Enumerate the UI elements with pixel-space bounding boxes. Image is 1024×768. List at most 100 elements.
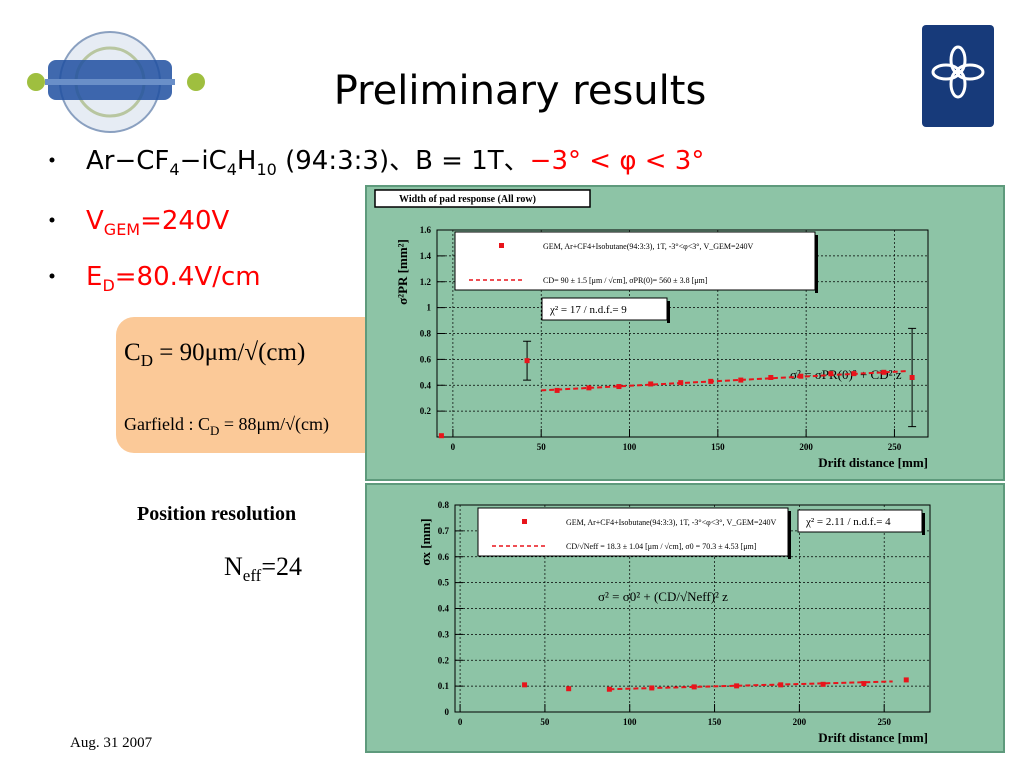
x-tick-label: 250 (888, 442, 902, 452)
legend-marker (522, 519, 527, 524)
bullet: VGEM=240V (86, 206, 230, 239)
y-tick-label: 0.5 (438, 578, 450, 588)
subscript: GEM (104, 220, 140, 239)
data-point (566, 686, 572, 692)
y-tick-label: 0.2 (420, 406, 432, 416)
y-tick-label: 1.2 (420, 277, 432, 287)
bullet: Ar−CF4−iC4H10 (94:3:3)、B = 1T、−3° < φ < … (86, 146, 704, 179)
y-tick-label: 0.6 (438, 552, 450, 562)
x-tick-label: 200 (793, 717, 807, 727)
data-point (903, 677, 909, 683)
legend-marker (499, 243, 504, 248)
y-tick-label: 0.4 (438, 604, 450, 614)
bullet-dot (49, 157, 55, 163)
y-tick-label: 0.6 (420, 354, 432, 364)
y-tick-label: 0 (445, 707, 450, 717)
text: H (237, 146, 257, 176)
data-point (586, 385, 592, 391)
text: Garfield : C (124, 414, 210, 434)
chi-label: χ² = 17 / n.d.f.= 9 (549, 304, 627, 316)
y-axis-label: σ²PR [mm²] (395, 239, 410, 305)
y-tick-label: 0.1 (438, 681, 450, 691)
data-point (738, 377, 744, 383)
text: Ar−CF (86, 146, 169, 176)
chart: 0.2 0.4 0.6 0.8 1 1.2 1.4 1.6 0 50 100 150 200 250 Wid… (365, 185, 1005, 481)
chart-title: Width of pad response (All row) (399, 194, 536, 205)
chi-shadow (922, 513, 925, 535)
x-tick-label: 50 (537, 442, 547, 452)
y-tick-label: 0.2 (438, 655, 450, 665)
data-point (554, 387, 560, 393)
text: N (224, 552, 243, 581)
legend-label: CD/√Neff = 18.3 ± 1.04 [μm / √cm], σ0 = … (566, 542, 757, 551)
bullet-dot (49, 273, 55, 279)
bullet-dot (49, 217, 55, 223)
subscript: 10 (256, 160, 276, 179)
text: =80.4V/cm (115, 262, 261, 292)
box-line: CD = 90μm/√(cm) (124, 339, 305, 370)
y-tick-label: 0.8 (438, 500, 450, 510)
y-tick-label: 0.3 (438, 629, 450, 639)
data-point (438, 433, 444, 439)
subscript: D (210, 423, 219, 438)
subscript: 4 (169, 160, 179, 179)
chi-shadow (667, 301, 670, 323)
text: (94:3:3)、B = 1T、 (277, 146, 530, 176)
title-box (374, 189, 591, 208)
legend-label: GEM, Ar+CF4+Isobutane(94:3:3), 1T, -3°<φ… (543, 242, 754, 251)
data-point (522, 682, 528, 688)
data-point (524, 358, 530, 364)
formula: σ² = σ0² + (CD/√Neff)² z (598, 589, 728, 604)
legend-box (477, 507, 789, 557)
fit-line (609, 680, 893, 691)
text: = 90μm/√(cm) (153, 339, 305, 366)
legend-shadow (788, 511, 791, 559)
x-tick-label: 150 (708, 717, 722, 727)
data-point (768, 374, 774, 380)
data-point (616, 384, 622, 390)
box-background (116, 317, 422, 453)
footer-date: Aug. 31 2007 (70, 735, 153, 751)
text: E (86, 262, 102, 292)
data-point (648, 381, 654, 387)
fit-line (541, 370, 909, 392)
legend-shadow (815, 235, 818, 293)
y-tick-label: 0.8 (420, 329, 432, 339)
x-tick-label: 100 (623, 717, 637, 727)
slide-title: Preliminary results (334, 68, 707, 114)
data-point (909, 374, 915, 380)
univ-logo (922, 25, 994, 127)
y-axis-label: σx [mm] (418, 518, 433, 565)
text: −3° < φ < 3° (530, 146, 705, 176)
y-tick-label: 1 (427, 303, 432, 313)
bullet: ED=80.4V/cm (86, 262, 261, 295)
data-point (820, 681, 826, 687)
neff-label: Neff=24 (224, 552, 302, 585)
legend-label: CD= 90 ± 1.5 [μm / √cm], σPR(0)= 560 ± 3… (543, 276, 708, 285)
lctpc-logo (27, 31, 205, 133)
x-tick-label: 50 (540, 717, 550, 727)
y-tick-label: 0.4 (420, 380, 432, 390)
x-tick-label: 0 (451, 442, 456, 452)
x-tick-label: 100 (623, 442, 637, 452)
x-axis-label: Drift distance [mm] (818, 730, 928, 745)
text: V (86, 206, 104, 236)
text: =24 (261, 552, 302, 581)
chi-label: χ² = 2.11 / n.d.f.= 4 (805, 516, 891, 528)
x-tick-label: 250 (877, 717, 891, 727)
legend-label: GEM, Ar+CF4+Isobutane(94:3:3), 1T, -3°<φ… (566, 518, 777, 527)
y-tick-label: 1.6 (420, 225, 432, 235)
subscript: D (141, 351, 153, 370)
subscript: eff (243, 566, 262, 585)
text: =240V (140, 206, 229, 236)
x-tick-label: 150 (711, 442, 725, 452)
data-point (881, 369, 887, 375)
callout-box: CD = 90μm/√(cm) Garfield : CD = 88μm/√(c… (116, 317, 422, 453)
y-tick-label: 1.4 (420, 251, 432, 261)
text: = 88μm/√(cm) (219, 414, 329, 435)
box-line: Garfield : CD = 88μm/√(cm) (124, 414, 329, 438)
x-axis-label: Drift distance [mm] (818, 455, 928, 470)
bullet-list: Ar−CF4−iC4H10 (94:3:3)、B = 1T、−3° < φ < … (49, 146, 704, 295)
x-tick-label: 200 (799, 442, 813, 452)
